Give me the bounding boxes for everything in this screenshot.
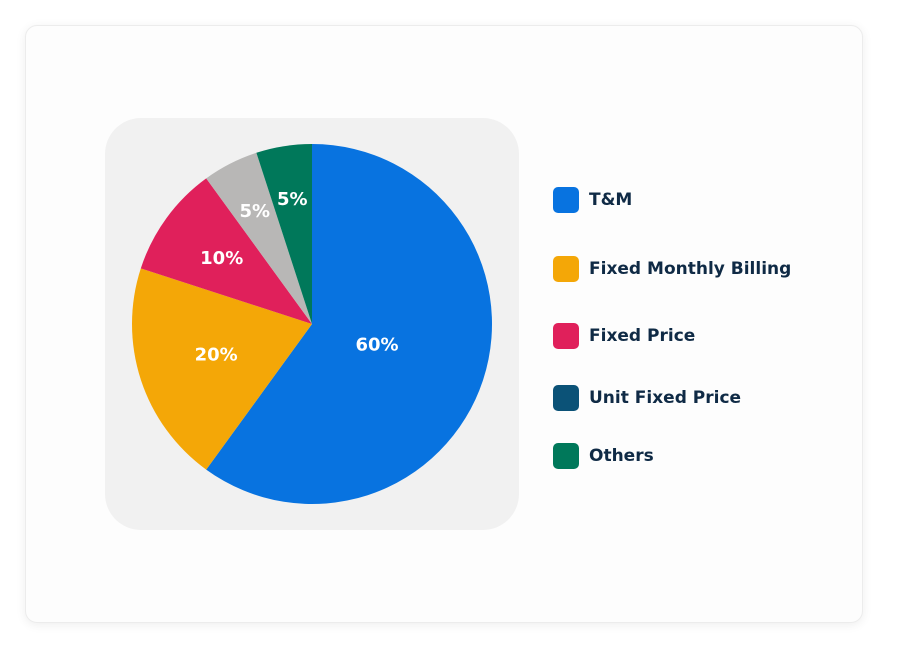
legend-label-fixed-monthly-billing: Fixed Monthly Billing: [589, 259, 792, 279]
legend-item-fixed-price: Fixed Price: [553, 322, 695, 350]
legend-label-tm: T&M: [589, 190, 633, 210]
legend-item-others: Others: [553, 442, 654, 470]
pie-slice-fixed-price: [140, 178, 312, 324]
legend-label-others: Others: [589, 446, 654, 466]
legend-label-unit-fixed-price: Unit Fixed Price: [589, 388, 742, 408]
data-label-unlisted: 5%: [240, 201, 271, 222]
legend-swatch-tm: [553, 187, 579, 213]
pie-chart-panel: 60% 20% 10% 5% 5%: [105, 118, 519, 530]
legend-swatch-fixed-monthly-billing: [553, 256, 579, 282]
data-label-tm: 60%: [356, 335, 399, 356]
legend-label-fixed-price: Fixed Price: [589, 326, 696, 346]
legend-item-unit-fixed-price: Unit Fixed Price: [553, 384, 741, 412]
legend-swatch-unit-fixed-price: [553, 385, 579, 411]
pie-slice-tm: [206, 144, 492, 504]
pie-slice-unlisted: [206, 152, 312, 324]
legend-item-fixed-monthly-billing: Fixed Monthly Billing: [553, 255, 791, 283]
pie-slice-fixed-monthly-billing: [131, 268, 312, 470]
legend-swatch-fixed-price: [553, 323, 579, 349]
data-label-fixed-price: 10%: [200, 248, 243, 269]
legend-item-tm: T&M: [553, 186, 632, 214]
data-label-fixed-monthly-billing: 20%: [195, 345, 238, 366]
pie-chart: 60% 20% 10% 5% 5%: [131, 144, 492, 504]
pie-slice-others: [256, 144, 312, 324]
legend-swatch-others: [553, 443, 579, 469]
data-label-others: 5%: [277, 189, 308, 210]
